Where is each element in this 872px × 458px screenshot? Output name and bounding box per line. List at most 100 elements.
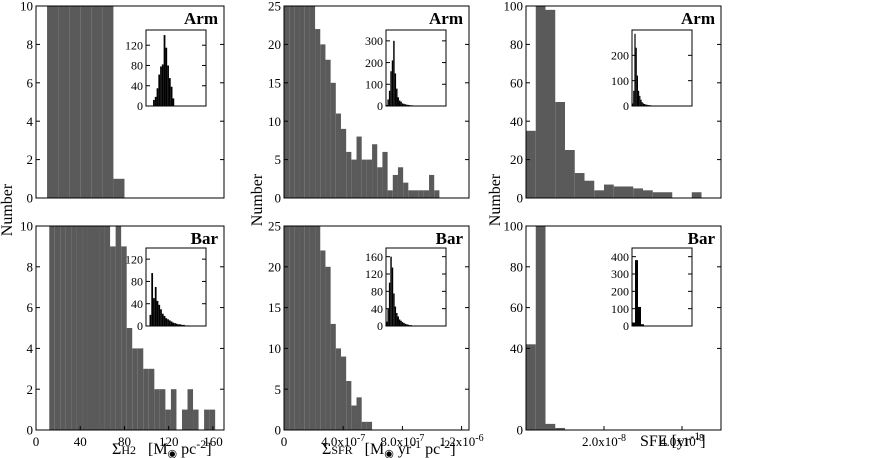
main-bar [289,226,295,430]
inset-bar [401,322,404,326]
main-bar [335,113,341,198]
inset-ytick-label: 80 [371,285,383,299]
inset-bar [396,313,398,326]
main-ytick-label: 0 [275,191,282,206]
panel-p-sfe-arm: 0 20 40 60 80 100 Arm 0 100 200 [504,0,722,206]
main-bar [165,409,171,430]
inset-bar [163,315,166,326]
main-bar [361,159,367,198]
inset-bar [388,90,391,106]
inset-bar [644,103,646,106]
main-bar [294,6,300,198]
main-bar [54,226,61,430]
inset-ytick-label: 0 [137,319,143,333]
main-bar [299,6,305,198]
inset-ytick-label: 80 [131,275,143,289]
main-bar [429,174,435,198]
main-bar [340,128,347,198]
main-frame [525,225,722,431]
main-bar [408,190,414,198]
inset-bar [172,98,175,106]
main-ytick-label: 10 [20,0,33,14]
main-ytick-label: 8 [27,37,34,52]
main-bar [594,190,604,198]
inset-histogram: 0 40 80 120 160 [365,247,447,333]
main-bar [351,159,357,198]
main-ytick-label: 10 [268,341,281,356]
main-bar [361,421,367,430]
inset-bar [181,324,184,326]
inset-frame [631,247,693,327]
main-bar [47,6,59,198]
main-bar [93,226,100,430]
main-bar [209,409,216,430]
inset-frame [385,247,447,327]
inset-bar [634,33,636,106]
unit-mid: pc [177,441,196,458]
inset-bar [633,90,635,106]
inset-histogram: 0 100 200 [611,29,693,113]
inset-ytick-label: 200 [611,49,629,63]
inset-bar [388,282,391,326]
main-bar [545,423,556,430]
main-bar [148,368,155,430]
inset-bar [400,320,402,326]
inset-bar [167,319,169,326]
inset-bar [397,97,399,106]
inset-ytick-label: 40 [131,297,143,311]
y-axis-label-right: Number [487,173,504,226]
main-ytick-label: 8 [27,259,34,274]
inset-bar [635,260,638,326]
main-bar [187,389,194,430]
inset-background [146,30,206,106]
panel-p-sh2-arm: 0 2 4 6 8 10 Arm 0 40 80 120 [20,0,225,206]
main-bar [555,427,565,430]
x-axis-label-sfe: SFE [yr-1] [640,429,706,450]
main-bar [315,29,321,199]
main-bar [372,144,378,198]
main-bar [60,226,66,430]
sigma-symbol: Σ [112,441,121,458]
inset-bar [179,324,182,326]
main-bar [387,190,393,198]
inset-bar [407,324,410,326]
main-ytick-label: 0 [275,423,282,438]
main-bar [535,226,546,430]
inset-bar [647,104,649,106]
main-xtick-label: 80 [118,434,131,449]
main-bar [143,368,149,430]
main-ytick-label: 4 [27,114,34,129]
main-ytick-label: 60 [510,300,523,315]
main-ytick-label: 60 [510,75,523,90]
main-ytick-label: 5 [275,152,282,167]
inset-bar [632,322,635,326]
inset-bar [174,323,176,326]
main-bar [392,174,398,198]
inset-bar [406,324,408,326]
inset-ytick-label: 300 [611,267,629,281]
unit-close: ] [206,441,211,458]
inset-ytick-label: 120 [125,38,143,52]
inset-bar [390,71,392,106]
panel-label: Bar [688,229,716,248]
main-bar [346,151,352,198]
main-bar [193,409,199,430]
main-bar [110,246,116,430]
main-bar [91,6,103,198]
main-bar [643,190,653,198]
inset-bar [167,65,169,106]
unit-mid: yr [394,441,412,458]
main-xtick-exponent: -7 [416,433,424,444]
main-bar [170,389,177,430]
inset-bar [161,64,164,106]
main-frame [283,225,470,431]
main-bar [662,192,673,198]
inset-bar [393,293,395,326]
main-bar [325,59,331,199]
inset-ytick-label: 100 [365,77,383,91]
main-bar [418,190,424,198]
inset-bar [400,101,402,106]
inset-frame [145,247,207,327]
inset-ytick-label: 0 [623,319,629,333]
